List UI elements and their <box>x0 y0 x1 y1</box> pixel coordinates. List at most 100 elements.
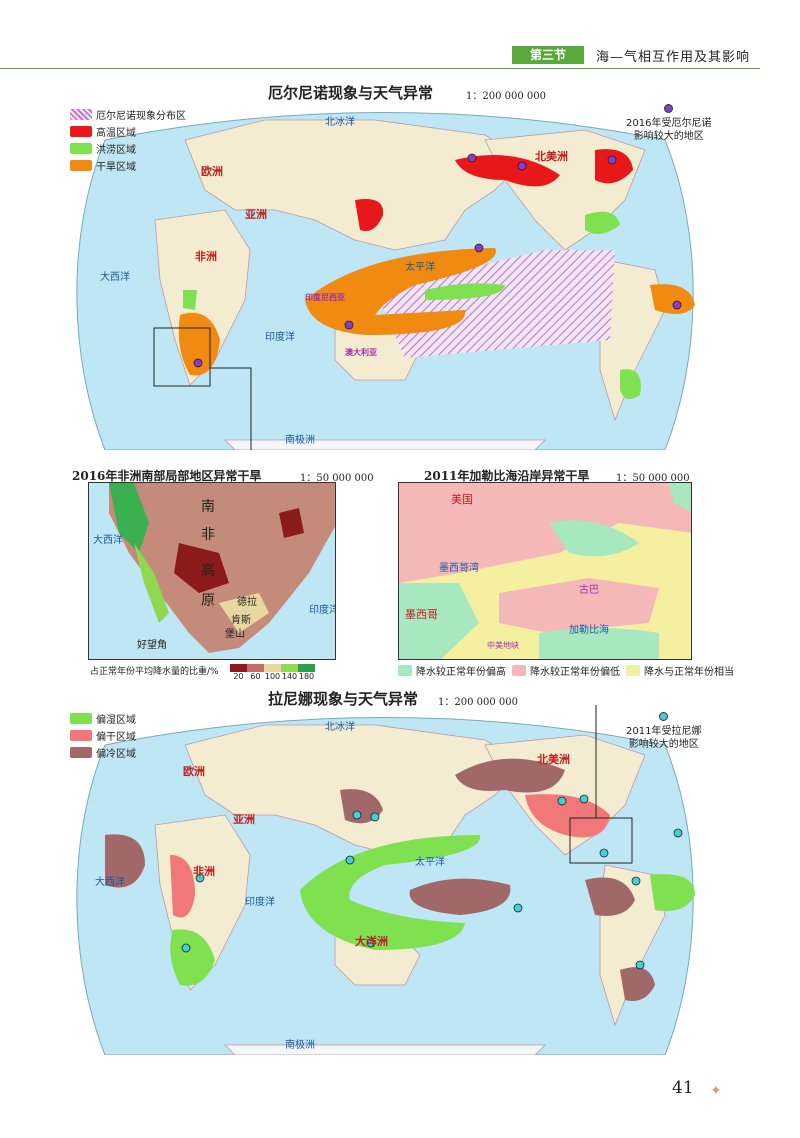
dry-area <box>174 543 229 593</box>
label-europe: 欧洲 <box>183 764 205 778</box>
affected-point <box>599 848 609 858</box>
legend-swatch <box>70 126 92 137</box>
dry-region-east-africa <box>170 855 195 918</box>
page-ornament-icon: ✦ <box>710 1083 722 1099</box>
elnino-map-title: 厄尔尼诺现象与天气异常 <box>268 84 434 102</box>
flood-region-pacific <box>425 283 505 300</box>
label-atlantic: 大西洋 <box>93 533 123 546</box>
legend-label: 降水与正常年份相当 <box>644 667 734 678</box>
legend-label: 偏干区域 <box>96 732 136 743</box>
cold-region-west-africa <box>105 834 145 888</box>
affected-point <box>181 943 191 953</box>
label-atlantic: 大西洋 <box>95 875 125 888</box>
legend-swatch <box>398 665 412 676</box>
bar-tick: 20 <box>233 672 244 681</box>
africa-inset-map: 南 非 高 原 德拉 肯斯 堡山 好望角 大西洋 印度洋 <box>88 482 336 660</box>
elnino-map-scale: 1：200 000 000 <box>466 91 546 102</box>
high-rain-zone <box>549 520 639 557</box>
africa-inset-scale: 1：50 000 000 <box>300 473 374 484</box>
label-central: 中美地峡 <box>487 640 519 650</box>
label-cape: 好望角 <box>137 638 167 651</box>
bar-ticks: 20 60 100 140 180 <box>230 672 315 681</box>
wet-area <box>134 543 169 623</box>
inset-leader-africa <box>210 367 252 450</box>
low-rain-zone <box>499 578 659 633</box>
label-north-america: 北美洲 <box>537 752 570 766</box>
land-antarctica <box>224 1044 546 1055</box>
label-cuba: 古巴 <box>579 583 599 596</box>
flood-region-us <box>585 211 620 234</box>
page-number: 41 <box>672 1078 694 1098</box>
dry-region-us <box>525 794 610 838</box>
drought-region-brazil <box>650 284 695 314</box>
legend-label: 降水较正常年份偏高 <box>416 667 506 678</box>
label-drakensberg-3: 堡山 <box>225 627 245 640</box>
label-antarctica: 南极洲 <box>285 433 315 446</box>
affected-point <box>193 358 203 368</box>
affected-point <box>467 153 477 163</box>
label-gulf: 墨西哥湾 <box>439 561 479 574</box>
high-rain-zone <box>399 583 479 659</box>
legend-label: 偏冷区域 <box>96 749 136 760</box>
elnino-note: 2016年受厄尔尼诺 影响较大的地区 <box>626 104 711 143</box>
legend-swatch <box>70 143 92 154</box>
label-high: 高 <box>201 562 215 579</box>
legend-swatch <box>70 160 92 171</box>
legend-item: 干旱区域 <box>70 157 186 174</box>
legend-swatch <box>512 665 526 676</box>
label-north-america: 北美洲 <box>535 149 568 163</box>
drought-region-west-pacific <box>305 248 496 335</box>
note-line1: 2016年受厄尔尼诺 <box>626 118 712 129</box>
label-australia: 澳大利亚 <box>345 347 377 357</box>
low-rain-zone <box>399 483 691 583</box>
bar-legend-label: 占正常年份平均降水量的比重/% <box>90 667 219 677</box>
label-africa: 非 <box>201 527 215 543</box>
lanina-legend: 偏湿区域 偏干区域 偏冷区域 <box>70 710 136 761</box>
label-arctic: 北冰洋 <box>325 720 355 733</box>
bar-cells <box>230 664 315 672</box>
legend-item: 降水与正常年份相当 <box>626 662 734 679</box>
bar-cell <box>298 664 315 672</box>
legend-item: 偏湿区域 <box>70 710 136 727</box>
affected-point <box>557 796 567 806</box>
affected-point <box>195 873 205 883</box>
bar-tick: 60 <box>250 672 261 681</box>
affected-point <box>607 155 617 165</box>
caribbean-inset-title: 2011年加勒比海沿岸异常干旱 <box>424 469 590 483</box>
label-drakensberg-1: 德拉 <box>237 595 257 608</box>
africa-inset-svg: 南 非 高 原 德拉 肯斯 堡山 好望角 大西洋 印度洋 <box>93 483 335 653</box>
heat-region-alaska <box>455 155 560 187</box>
flood-region-east-africa <box>183 290 197 310</box>
land-antarctica <box>224 439 546 450</box>
bar-tick: 100 <box>264 672 281 681</box>
affected-point <box>579 794 589 804</box>
lanina-map-scale: 1：200 000 000 <box>438 697 518 708</box>
lanina-map-title: 拉尼娜现象与天气异常 <box>268 690 419 708</box>
label-africa: 非洲 <box>195 249 217 263</box>
affected-point <box>370 812 380 822</box>
label-mexico: 墨西哥 <box>405 608 438 621</box>
bar-tick: 140 <box>281 672 298 681</box>
bar-cell <box>247 664 264 672</box>
label-indian: 印度洋 <box>245 895 275 908</box>
legend-label: 洪涝区域 <box>96 145 136 156</box>
note-dot-icon <box>659 712 669 721</box>
caribbean-inset-map: 美国 墨西哥 墨西哥湾 加勒比海 古巴 中美地峡 <box>398 482 692 660</box>
note-line1: 2011年受拉尼娜 <box>626 726 702 737</box>
cold-region-patagonia <box>620 967 655 1001</box>
affected-point <box>513 903 523 913</box>
lanina-world-map: 欧洲 亚洲 非洲 北美洲 大洋洲 太平洋 大西洋 印度洋 南极洲 北冰洋 <box>76 705 695 1055</box>
page-header: 第三节 海—气相互作用及其影响 <box>0 40 800 69</box>
label-asia: 亚洲 <box>233 813 255 826</box>
label-asia: 亚洲 <box>245 208 267 221</box>
legend-item: 降水较正常年份偏高 <box>398 662 506 679</box>
label-australia: 大洋洲 <box>355 934 388 948</box>
label-caribbean: 加勒比海 <box>569 623 609 636</box>
flood-region-south-america <box>620 369 641 399</box>
legend-item: 降水较正常年份偏低 <box>512 662 620 679</box>
legend-swatch <box>70 747 92 758</box>
bar-cell <box>264 664 281 672</box>
cold-region-pacific <box>409 878 511 915</box>
note-dot-icon <box>664 104 674 113</box>
legend-item: 偏干区域 <box>70 727 136 744</box>
